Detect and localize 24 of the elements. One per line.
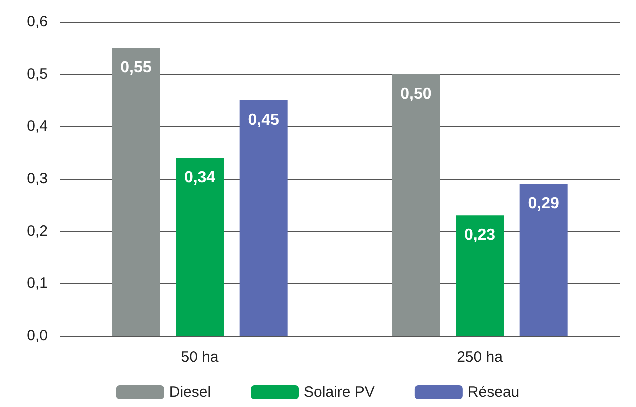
x-tick-label: 250 ha: [457, 349, 504, 366]
y-tick-label: 0,0: [27, 328, 48, 344]
x-tick-label: 50 ha: [181, 349, 220, 366]
bar: [520, 184, 568, 336]
y-tick-label: 0,6: [27, 14, 48, 30]
y-tick-label: 0,1: [27, 275, 48, 292]
y-tick-label: 0,2: [27, 222, 48, 240]
data-label: 0,29: [528, 196, 560, 213]
bar: [456, 216, 504, 336]
legend-label: Réseau: [468, 384, 520, 401]
data-label: 0,50: [400, 86, 432, 103]
bar: [176, 158, 224, 336]
data-label: 0,55: [120, 60, 152, 77]
bar: [392, 74, 440, 336]
data-label: 0,23: [464, 227, 496, 244]
legend-label: Diesel: [169, 384, 212, 401]
legend-label: Solaire PV: [304, 384, 375, 401]
data-label: 0,34: [184, 170, 216, 187]
y-tick-label: 0,5: [27, 66, 48, 83]
bar: [240, 100, 288, 336]
bar: [112, 48, 160, 336]
data-label: 0,45: [248, 112, 280, 129]
y-tick-label: 0,4: [27, 118, 48, 136]
y-tick-label: 0,3: [27, 170, 48, 188]
